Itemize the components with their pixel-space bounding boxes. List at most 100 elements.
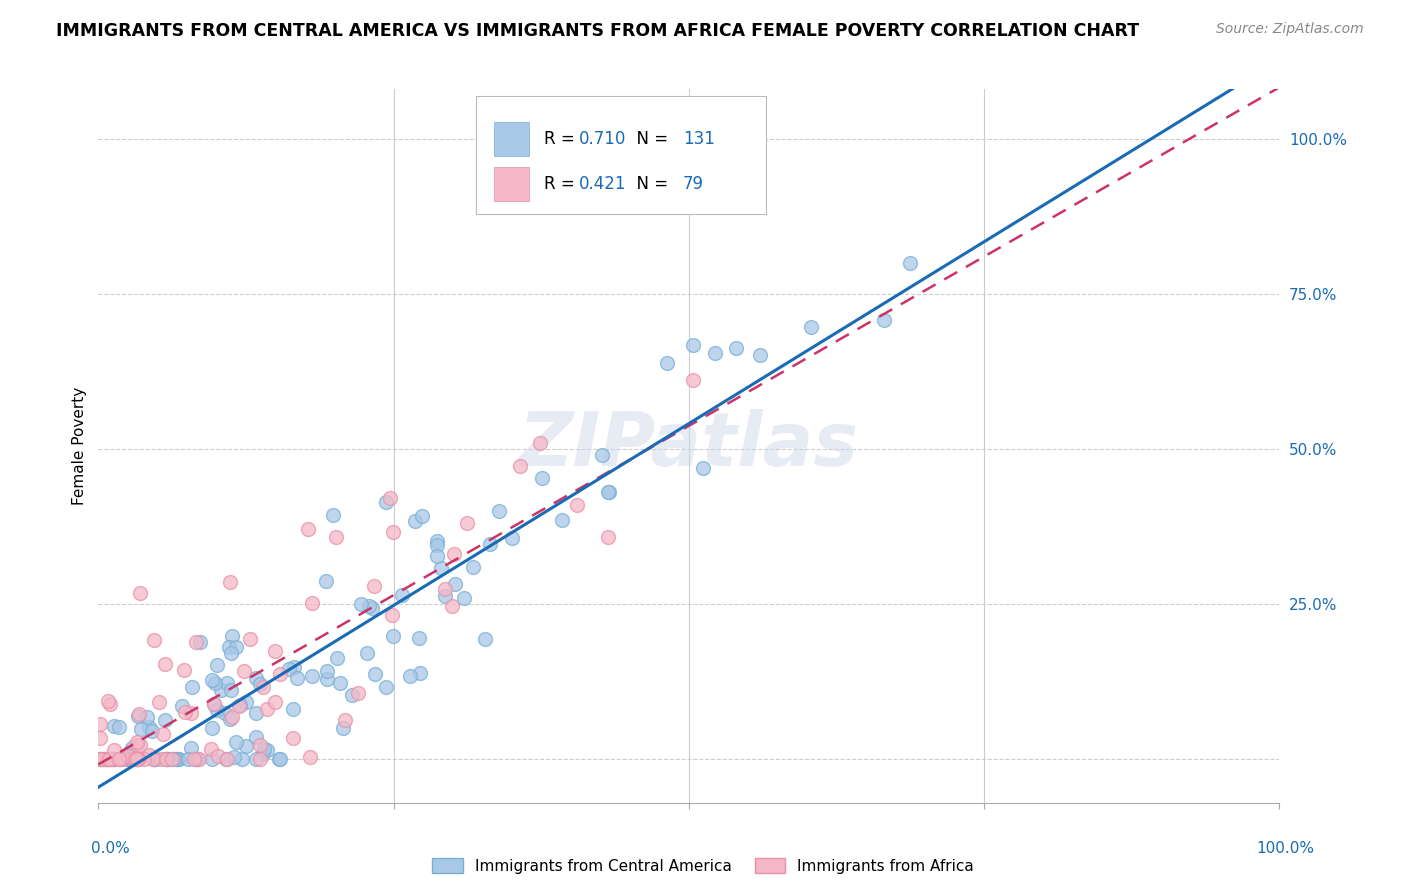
Point — [256, 702, 278, 716]
Point — [202, 698, 225, 712]
Point — [381, 525, 404, 540]
Bar — [494, 122, 530, 156]
Point — [530, 470, 553, 484]
Point — [682, 374, 704, 388]
Point — [375, 495, 398, 509]
Point — [565, 498, 588, 512]
Point — [398, 669, 420, 683]
Point — [245, 731, 267, 745]
Text: IMMIGRANTS FROM CENTRAL AMERICA VS IMMIGRANTS FROM AFRICA FEMALE POVERTY CORRELA: IMMIGRANTS FROM CENTRAL AMERICA VS IMMIG… — [56, 22, 1139, 40]
Point — [143, 752, 166, 766]
Point — [221, 630, 243, 644]
Point — [356, 646, 378, 660]
Point — [127, 752, 149, 766]
Point — [202, 698, 225, 712]
Point — [408, 631, 430, 645]
Point — [692, 460, 714, 475]
Y-axis label: Female Poverty: Female Poverty — [72, 387, 87, 505]
Point — [93, 752, 115, 766]
Point — [704, 346, 727, 360]
Point — [125, 752, 148, 766]
Point — [235, 739, 257, 753]
Point — [322, 508, 344, 522]
Point — [215, 752, 238, 766]
Point — [108, 720, 131, 734]
Point — [174, 705, 197, 719]
Point — [225, 735, 247, 749]
Point — [111, 752, 134, 766]
Point — [96, 752, 118, 766]
Point — [800, 320, 823, 334]
Point — [391, 588, 413, 602]
Point — [281, 731, 304, 745]
Point — [409, 666, 432, 681]
Point — [200, 742, 222, 756]
Point — [598, 530, 620, 544]
Point — [269, 752, 291, 766]
Point — [245, 706, 267, 720]
Text: R =: R = — [544, 175, 579, 193]
Point — [249, 677, 271, 691]
Point — [221, 710, 243, 724]
Point — [188, 752, 211, 766]
Point — [228, 699, 250, 714]
Point — [252, 681, 274, 695]
Point — [357, 599, 380, 613]
Point — [103, 719, 125, 733]
Point — [433, 582, 456, 596]
Point — [180, 706, 202, 720]
Point — [101, 752, 124, 766]
Point — [201, 752, 224, 766]
Point — [138, 719, 160, 733]
Point — [150, 752, 173, 766]
Point — [108, 752, 131, 766]
Point — [207, 748, 229, 763]
Point — [91, 752, 114, 766]
Point — [411, 508, 433, 523]
Point — [219, 646, 242, 660]
Point — [186, 752, 208, 766]
Point — [128, 706, 150, 721]
Point — [598, 484, 620, 499]
Point — [118, 746, 141, 760]
Point — [129, 723, 152, 737]
Point — [136, 710, 159, 724]
Point — [96, 752, 118, 766]
Point — [201, 673, 224, 687]
Point — [110, 752, 132, 766]
Point — [190, 635, 212, 649]
Point — [214, 706, 236, 720]
Point — [316, 665, 339, 679]
Point — [121, 740, 143, 755]
Point — [155, 752, 177, 766]
Point — [453, 591, 475, 605]
Point — [125, 752, 148, 766]
Point — [170, 698, 193, 713]
Point — [381, 607, 404, 622]
Point — [125, 735, 148, 749]
Point — [89, 731, 111, 746]
Point — [156, 752, 179, 766]
Point — [159, 752, 181, 766]
Point — [404, 514, 426, 528]
Point — [441, 599, 464, 613]
Point — [145, 752, 167, 766]
Text: 0.710: 0.710 — [579, 130, 627, 148]
Point — [138, 748, 160, 763]
Point — [225, 640, 247, 654]
Point — [898, 256, 921, 270]
Point — [315, 574, 337, 588]
Point — [325, 530, 347, 544]
Text: 0.421: 0.421 — [579, 175, 627, 193]
Point — [205, 703, 228, 717]
Point — [380, 491, 402, 505]
Point — [231, 752, 253, 766]
Text: N =: N = — [626, 130, 673, 148]
Point — [363, 579, 385, 593]
Point — [183, 752, 205, 766]
Point — [332, 721, 354, 735]
Point — [598, 484, 620, 499]
Point — [181, 680, 204, 694]
Point — [360, 600, 382, 615]
Point — [94, 752, 117, 766]
